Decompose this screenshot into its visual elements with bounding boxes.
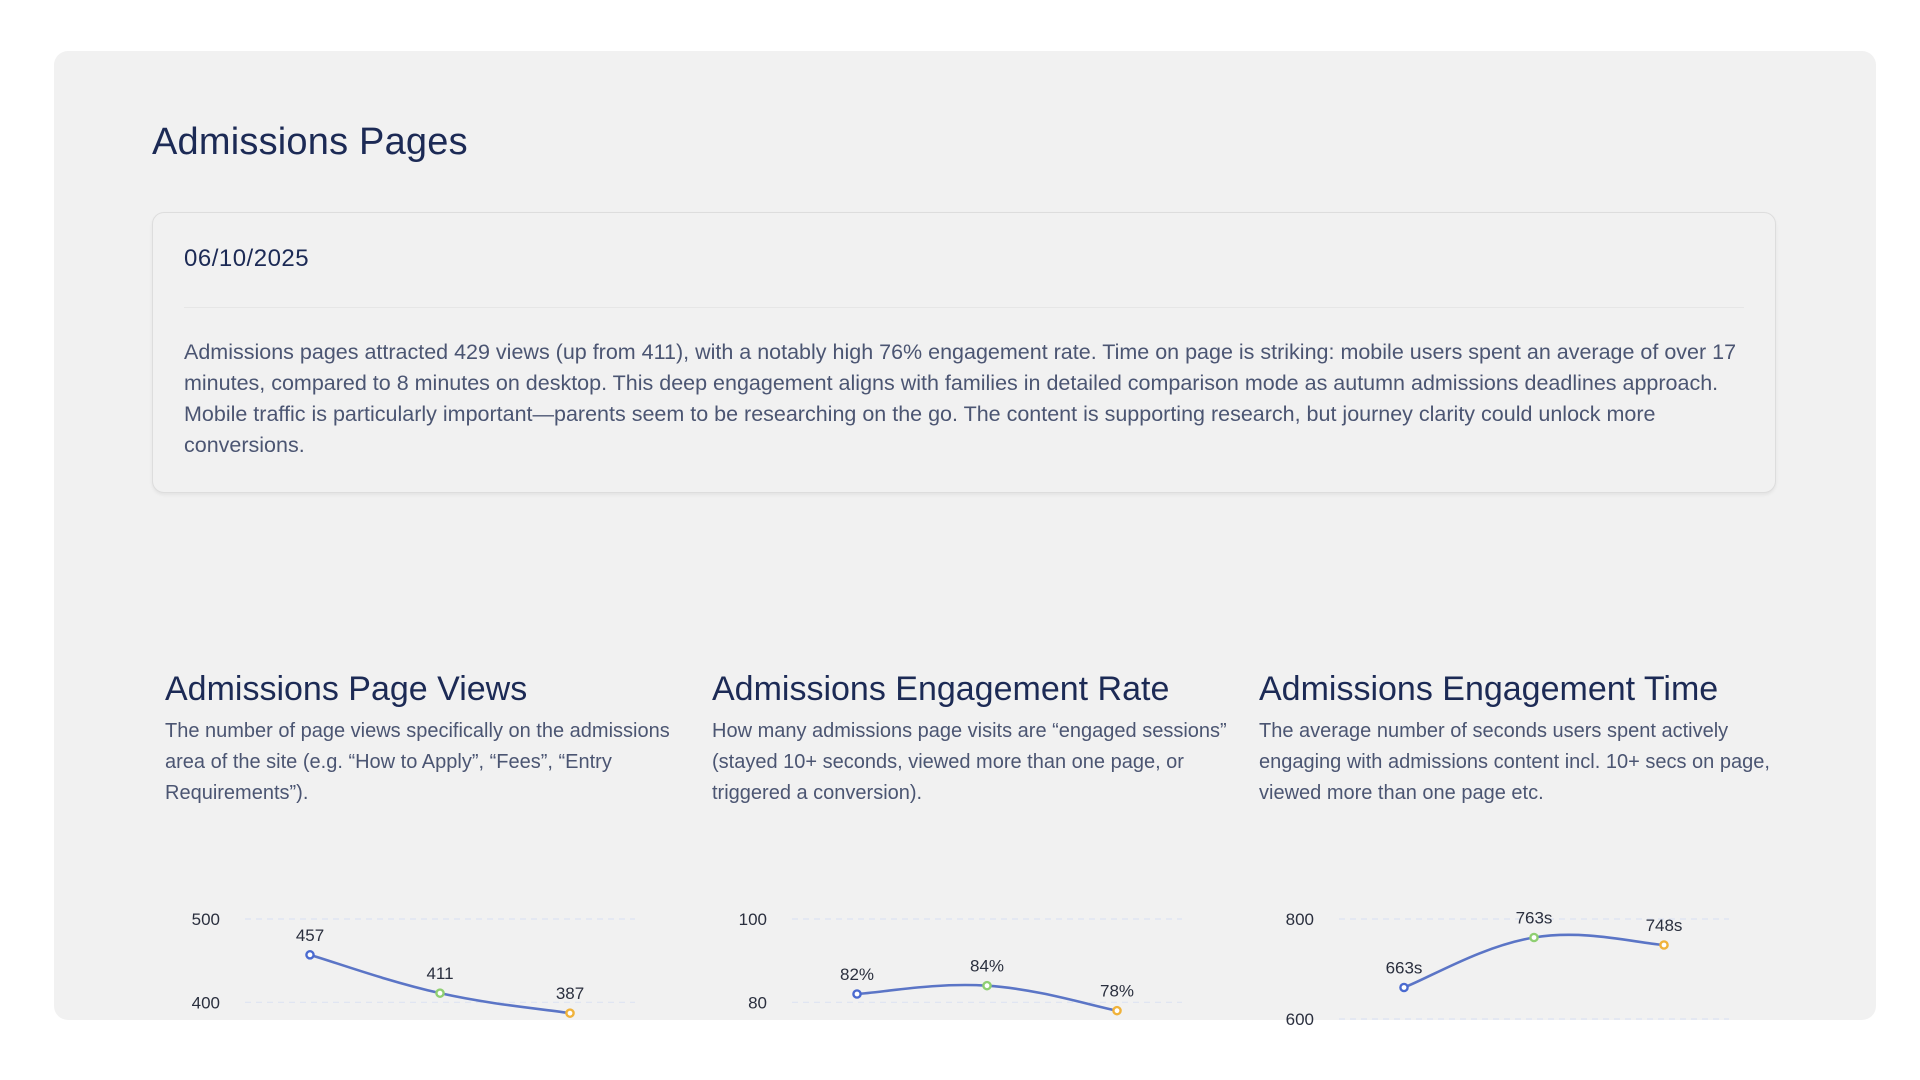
chart1-ytick-label: 400 bbox=[192, 993, 220, 1012]
metric-desc-engagement-rate: How many admissions page visits are “eng… bbox=[712, 720, 1227, 804]
chart1-ytick-label: 500 bbox=[192, 910, 220, 929]
metric-engagement-rate: Admissions Engagement Rate How many admi… bbox=[712, 668, 1232, 809]
summary-text: Admissions pages attracted 429 views (up… bbox=[184, 340, 1737, 457]
chart-engagement-rate: 80 100 82% 84% 78% bbox=[712, 901, 1232, 1051]
chart3-series-line bbox=[1402, 933, 1666, 989]
summary-card: 06/10/2025 Admissions pages attracted 42… bbox=[152, 212, 1776, 493]
metric-title-engagement-rate: Admissions Engagement Rate bbox=[712, 670, 1170, 708]
chart2-data-point bbox=[852, 989, 862, 999]
chart2-data-point bbox=[1112, 1005, 1122, 1016]
metric-engagement-time: Admissions Engagement Time The average n… bbox=[1259, 668, 1779, 809]
chart3-data-point bbox=[1659, 940, 1669, 950]
chart3-data-point bbox=[1529, 932, 1539, 943]
metric-title-page-views: Admissions Page Views bbox=[165, 670, 528, 708]
chart-engagement-rate-svg: 80 100 82% 84% 78% bbox=[739, 910, 1182, 1016]
chart3-data-label: 748s bbox=[1646, 916, 1683, 935]
chart1-data-point bbox=[435, 988, 445, 998]
chart3-data-label: 763s bbox=[1516, 909, 1553, 928]
chart2-data-label: 78% bbox=[1100, 982, 1134, 1001]
chart1-data-label: 411 bbox=[426, 964, 453, 983]
page-title: Admissions Pages bbox=[152, 121, 468, 163]
summary-divider bbox=[184, 307, 1744, 308]
chart1-data-label: 387 bbox=[556, 984, 584, 1003]
metric-title-engagement-time: Admissions Engagement Time bbox=[1259, 670, 1719, 708]
chart3-ytick-label: 600 bbox=[1286, 1010, 1314, 1029]
chart3-ytick-label: 800 bbox=[1286, 910, 1314, 929]
chart1-data-label: 457 bbox=[296, 926, 324, 945]
chart2-data-label: 82% bbox=[840, 965, 874, 984]
chart1-data-point bbox=[305, 950, 315, 960]
chart3-data-label: 663s bbox=[1386, 959, 1423, 978]
admissions-panel: Admissions Pages 06/10/2025 Admissions p… bbox=[54, 51, 1876, 1029]
chart2-data-point bbox=[982, 980, 992, 991]
summary-date: 06/10/2025 bbox=[184, 245, 310, 272]
chart2-ytick-label: 100 bbox=[739, 910, 767, 929]
metric-desc-engagement-time: The average number of seconds users spen… bbox=[1259, 720, 1770, 804]
metric-desc-page-views: The number of page views specifically on… bbox=[165, 720, 670, 804]
chart-page-views-svg: 400 500 457 411 387 bbox=[192, 910, 635, 1018]
chart2-ytick-label: 80 bbox=[748, 993, 767, 1012]
metric-page-views: Admissions Page Views The number of page… bbox=[165, 668, 685, 809]
chart-engagement-time: 600 800 663s 763s 748s bbox=[1259, 901, 1779, 1051]
chart3-data-point bbox=[1399, 982, 1409, 993]
chart-engagement-time-svg: 600 800 663s 763s 748s bbox=[1286, 909, 1729, 1029]
chart2-data-label: 84% bbox=[970, 957, 1004, 976]
chart1-data-point bbox=[565, 1008, 575, 1018]
chart-page-views: 400 500 457 411 387 bbox=[165, 901, 685, 1051]
